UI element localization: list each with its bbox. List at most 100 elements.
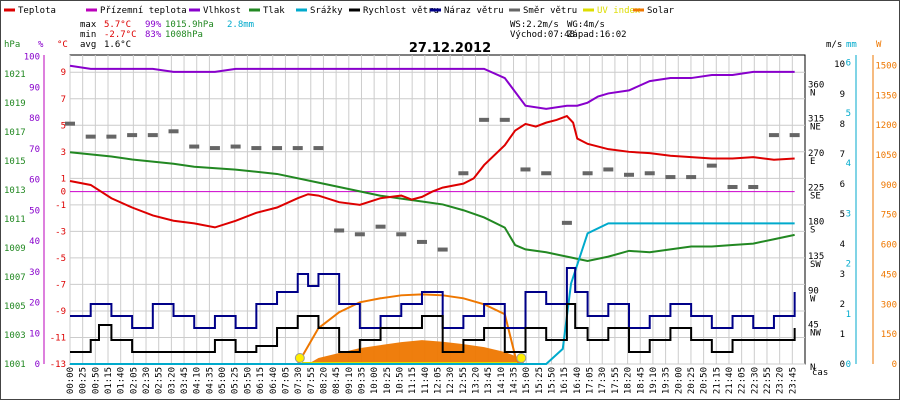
time-tick-label: 00:25: [79, 367, 89, 394]
dir-name: W: [810, 294, 816, 304]
time-tick-label: 02:30: [142, 367, 152, 394]
stat-sunset: Západ:16:02: [567, 30, 627, 40]
dir-value: 315: [808, 115, 824, 125]
time-tick-label: 22:55: [763, 367, 773, 394]
series-humidity: [69, 64, 795, 110]
stat-max-label: max: [80, 20, 97, 30]
temp-tick: -9: [55, 307, 66, 317]
wind-dir-mark: [561, 220, 572, 225]
sunrise-marker: [294, 353, 305, 363]
time-tick-label: 10:00: [370, 367, 380, 394]
legend-label: UV index: [597, 6, 641, 16]
dir-name: NE: [810, 123, 821, 133]
wind-dir-mark: [416, 239, 427, 244]
w-tick: 0: [892, 360, 897, 370]
time-tick-label: 13:20: [472, 367, 482, 394]
time-tick-label: 09:35: [357, 367, 367, 394]
temp-axis-label: °C: [57, 40, 68, 50]
hpa-tick: 1011: [4, 215, 26, 225]
time-tick-label: 17:05: [586, 367, 596, 394]
legend-label: Teplota: [18, 6, 56, 16]
stat-sunrise: Východ:07:48: [510, 30, 575, 40]
wind-dir-mark: [479, 117, 490, 122]
w-tick: 1050: [875, 151, 897, 161]
pct-tick: 0: [35, 360, 40, 370]
time-tick-label: 05:25: [231, 367, 241, 394]
dir-value: 45: [808, 321, 819, 331]
ms-tick: 5: [840, 210, 845, 220]
hpa-tick: 1017: [4, 128, 26, 138]
series-solar-max: [296, 293, 519, 365]
time-tick-label: 00:50: [91, 367, 101, 394]
series-wind-speed: [70, 303, 796, 353]
time-tick-label: 01:15: [104, 367, 114, 394]
wind-dir-mark: [230, 144, 241, 149]
time-tick-label: 20:50: [700, 367, 710, 394]
chart-title: 27.12.2012: [409, 41, 491, 56]
dir-value: 270: [808, 149, 824, 159]
wind-dir-mark: [147, 133, 158, 138]
wind-dir-mark: [354, 232, 365, 237]
time-tick-label: 11:15: [408, 367, 418, 394]
w-tick: 900: [881, 181, 897, 191]
dir-name: SW: [810, 260, 821, 270]
temp-tick: -5: [55, 254, 66, 264]
mm-tick: 6: [846, 59, 851, 69]
hpa-tick: 1021: [4, 70, 26, 80]
mm-tick: 1: [846, 310, 851, 320]
temp-tick: 3: [61, 148, 66, 158]
wind-dir-mark: [437, 247, 448, 252]
series-wind-gust: [70, 267, 796, 329]
time-tick-label: 13:45: [484, 367, 494, 394]
wind-dir-mark: [85, 134, 96, 139]
stat-max-temp: 5.7°C: [104, 20, 131, 30]
ms-tick: 8: [840, 120, 845, 130]
time-tick-label: 03:45: [180, 367, 190, 394]
ms-tick: 3: [840, 270, 845, 280]
time-tick-label: 18:20: [624, 367, 634, 394]
w-tick: 750: [881, 211, 897, 221]
time-tick-label: 17:55: [611, 367, 621, 394]
hpa-axis-label: hPa: [4, 40, 20, 50]
wind-dir-mark: [644, 171, 655, 176]
time-axis-label: čas: [812, 367, 828, 378]
w-tick: 1500: [875, 61, 897, 71]
mm-axis-label: mm: [846, 40, 857, 50]
time-tick-label: 15:50: [548, 367, 558, 394]
dir-name: N: [810, 363, 815, 373]
stat-max-press: 1015.9hPa: [165, 20, 214, 30]
wind-dir-mark: [458, 171, 469, 176]
wind-dir-mark: [748, 184, 759, 189]
w-axis-label: W: [876, 40, 882, 50]
wind-dir-mark: [65, 121, 75, 126]
sunset-marker: [516, 353, 527, 363]
wind-dir-mark: [789, 133, 800, 138]
temp-tick: -7: [55, 280, 66, 290]
wind-dir-mark: [665, 175, 676, 180]
w-tick: 300: [881, 300, 897, 310]
dir-value: 90: [808, 286, 819, 296]
legend-label: Náraz větru: [444, 6, 504, 16]
time-tick-label: 10:25: [383, 367, 393, 394]
legend-label: Solar: [647, 6, 675, 16]
wind-dir-mark: [603, 167, 614, 172]
wind-dir-mark: [375, 224, 386, 229]
wind-dir-mark: [624, 172, 635, 177]
time-tick-label: 23:20: [776, 367, 786, 394]
time-tick-label: 03:20: [167, 367, 177, 394]
series-pressure: [69, 151, 795, 263]
stat-rain: 2.8mm: [227, 20, 254, 30]
mm-tick: 5: [846, 109, 851, 119]
dir-value: 180: [808, 218, 824, 228]
time-tick-label: 02:55: [155, 367, 165, 394]
stat-min-temp: -2.7°C: [104, 30, 137, 40]
time-tick-label: 18:45: [636, 367, 646, 394]
pct-tick: 30: [29, 268, 40, 278]
temp-tick: 0: [61, 188, 66, 198]
legend-label: Srážky: [310, 6, 343, 16]
series-temperature: [69, 114, 795, 229]
hpa-tick: 1005: [4, 302, 26, 312]
time-tick-label: 05:50: [243, 367, 253, 394]
wind-dir-mark: [251, 146, 262, 151]
